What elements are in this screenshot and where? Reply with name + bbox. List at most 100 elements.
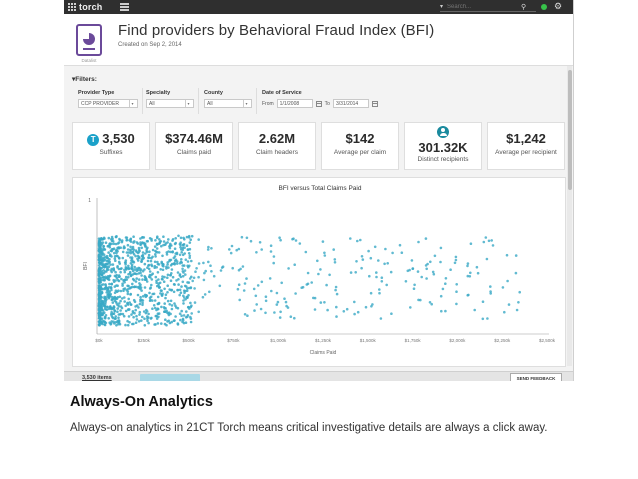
chart-point [99,246,102,250]
chart-point [130,263,134,267]
search-icon[interactable]: ⚲ [521,3,527,11]
chart-point [172,319,176,322]
gear-icon[interactable]: ⚙ [554,1,563,11]
calendar-icon[interactable] [315,100,322,107]
chart-point [153,260,157,264]
chart-point [124,259,128,262]
chart-point [107,244,110,248]
chart-point [384,247,387,251]
scrollbar[interactable] [567,66,572,366]
chart-point [255,251,258,254]
send-feedback-button[interactable]: SEND FEEDBACK [510,373,562,381]
specialty-select[interactable]: All ▾ [146,99,194,108]
chart-point [141,255,145,258]
chart-point [219,269,223,272]
chart-point [99,309,102,313]
chart-point [253,309,256,312]
chart-point [145,240,149,243]
stat-value: T 3,530 [73,131,149,146]
chart-point [141,295,145,298]
chart-point [179,241,182,244]
chart-point [166,263,169,266]
stat-card-claims-paid[interactable]: $374.46M Claims paid [155,122,233,170]
provider-type-select[interactable]: CCP PROVIDER ▾ [78,99,138,108]
chart-point [104,283,107,286]
chart-point [113,291,117,295]
stat-label: Claim headers [256,149,298,156]
search-input[interactable] [447,3,522,10]
menu-icon[interactable] [120,3,129,11]
chart-point [121,250,125,254]
chart-point [185,289,189,292]
scrollbar-thumb[interactable] [567,70,572,190]
chart-point [453,261,457,265]
stat-label: Average per claim [333,149,387,156]
chart-point [444,282,447,285]
chart-point [189,301,192,305]
chart-point [102,253,106,256]
county-select[interactable]: All ▾ [204,99,252,108]
date-to-input[interactable]: 3/31/2014 [332,99,369,108]
chart-point [129,251,132,255]
scatter-chart: BFI versus Total Claims Paid BFI Claims … [72,177,566,367]
chart-point [424,264,428,267]
chart-point [167,311,171,314]
chart-point [252,287,256,291]
chart-point [125,288,128,292]
chart-point [183,246,186,249]
chart-point [167,250,170,253]
chart-point [174,258,178,261]
chart-point [113,257,117,260]
chart-point [140,258,144,261]
chart-point [313,308,317,311]
chart-point [179,291,183,294]
chart-point [212,274,216,278]
stat-card-average-per-recipient[interactable]: $1,242 Average per recipient [487,122,565,170]
chart-point [491,244,495,247]
chart-point [138,302,142,306]
stat-card-distinct-recipients[interactable]: 301.32K Distinct recipients [404,122,482,170]
chevron-down-icon: ▾ [129,100,135,107]
apps-grid-icon[interactable] [68,3,76,11]
items-count-link[interactable]: 3,530 items [82,375,112,381]
chart-point [102,275,105,279]
chart-point [279,238,282,242]
chart-point [237,283,241,286]
stat-card-claim-headers[interactable]: 2.62M Claim headers [238,122,316,170]
date-from-input[interactable]: 1/1/2008 [276,99,313,108]
chart-point [153,245,157,248]
chart-point [156,295,160,299]
chart-point [160,261,163,265]
calendar-icon[interactable] [371,100,378,107]
filter-provider-type: Provider Type CCP PROVIDER ▾ [78,90,138,114]
stat-number: 3,530 [102,131,135,146]
chart-point [119,289,123,293]
chart-point [112,320,115,323]
chart-point [360,255,364,258]
chart-point [173,247,177,250]
chart-point [115,324,118,327]
app-logo[interactable]: torch [68,2,103,12]
chart-point [165,311,169,314]
chart-point [210,270,213,273]
page-title: Find providers by Behavioral Fraud Index… [118,22,435,39]
stat-label: Claims paid [177,149,211,156]
chart-point [115,235,118,238]
chart-point [107,251,110,254]
stat-card-average-per-claim[interactable]: $142 Average per claim [321,122,399,170]
disabled-action-button[interactable] [140,374,200,381]
chart-point [122,279,126,282]
stat-card-suffixes[interactable]: T 3,530 Suffixes [72,122,150,170]
chart-point [114,270,117,274]
filters-toggle[interactable]: ▾Filters: [72,76,97,83]
chart-point [155,242,159,246]
chart-point [172,290,176,294]
chart-point [108,282,111,286]
chart-point [101,313,105,316]
chart-point [190,312,193,315]
chart-point [179,246,182,249]
chart-point [177,278,180,281]
chart-x-axis-label: Claims Paid [310,350,337,356]
chart-point [190,259,193,263]
search-scope-chevron-icon[interactable]: ▾ [440,4,444,10]
